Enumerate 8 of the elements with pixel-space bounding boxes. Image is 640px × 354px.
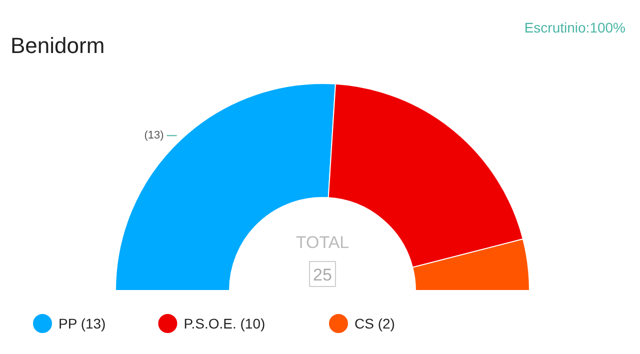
legend-label: P.S.O.E. (10) [184, 316, 266, 332]
data-label: (13) [144, 130, 164, 142]
text: Escrutinio:100% [524, 20, 626, 36]
legend-label: PP (13) [58, 316, 106, 332]
text: 25 [313, 266, 332, 284]
chart-title: Benidorm [10, 33, 105, 58]
text: TOTAL [296, 233, 350, 252]
legend-label: CS (2) [354, 316, 395, 332]
